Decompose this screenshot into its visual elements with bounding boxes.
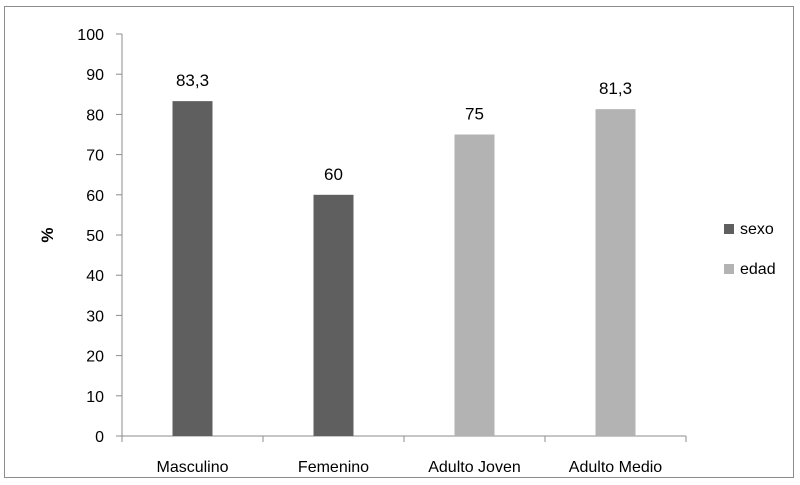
legend-swatch (724, 224, 734, 234)
x-tick-label: Femenino (298, 459, 369, 476)
data-label: 60 (324, 165, 343, 184)
y-tick-label: 50 (86, 228, 104, 245)
y-tick-label: 40 (86, 268, 104, 285)
bars (172, 101, 636, 436)
chart-frame (4, 6, 794, 478)
y-tick-label: 30 (86, 308, 104, 325)
y-axis-label: % (38, 227, 57, 242)
bar (172, 101, 213, 436)
y-tick-label: 60 (86, 188, 104, 205)
x-axis: Masculino Femenino Adulto Joven Adulto Medi… (121, 435, 687, 476)
data-label: 75 (465, 105, 484, 124)
x-tick-label: Masculino (156, 459, 228, 476)
legend-swatch (724, 264, 734, 274)
bar (313, 194, 354, 436)
data-labels: 83,3 60 75 81,3 (176, 71, 632, 184)
bar (454, 134, 495, 436)
y-tick-label: 70 (86, 148, 104, 165)
y-tick-label: 100 (77, 27, 104, 44)
y-tick-label: 90 (86, 67, 104, 84)
bar (595, 109, 636, 436)
y-tick-label: 80 (86, 107, 104, 124)
legend: sexo edad (724, 221, 776, 278)
y-tick-label: 20 (86, 349, 104, 366)
data-label: 83,3 (176, 71, 209, 90)
y-tick-label: 10 (86, 389, 104, 406)
y-axis: 0 10 20 30 40 50 60 70 80 90 100 (77, 27, 123, 446)
legend-label: edad (740, 261, 776, 278)
x-tick-label: Adulto Medio (569, 459, 662, 476)
legend-label: sexo (740, 221, 774, 238)
y-tick-label: 0 (95, 429, 104, 446)
x-tick-label: Adulto Joven (428, 459, 521, 476)
data-label: 81,3 (599, 79, 632, 98)
